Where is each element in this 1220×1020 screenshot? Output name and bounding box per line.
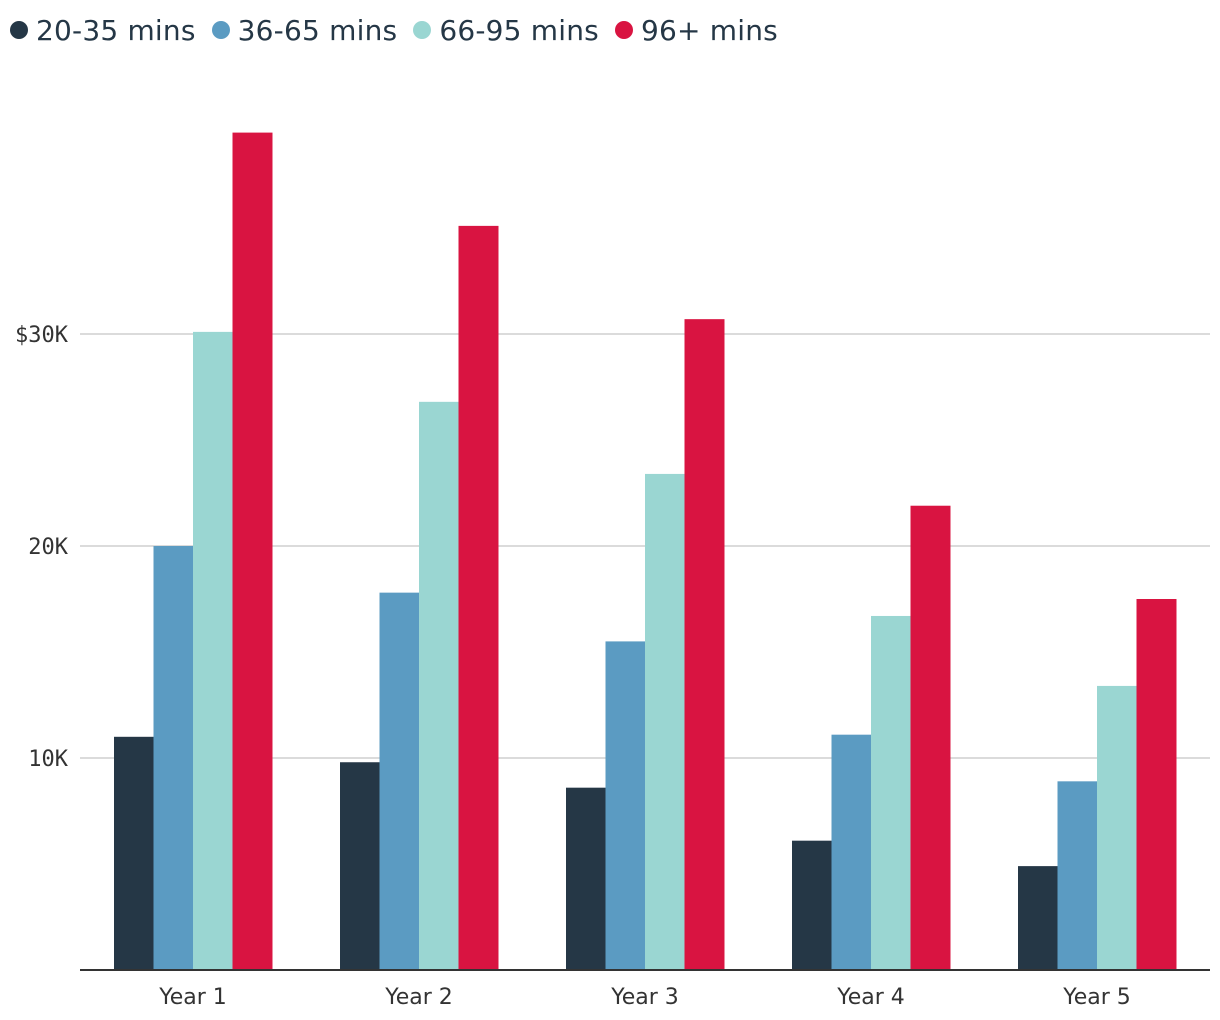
x-tick-label: Year 5	[1062, 985, 1131, 1010]
bar-year-4-96-mins	[910, 505, 951, 970]
x-tick-label: Year 2	[384, 985, 453, 1010]
legend-item-66-95-mins: 66-95 mins	[413, 14, 599, 47]
bar-year-5-96-mins	[1136, 599, 1177, 970]
bar-year-3-96-mins	[684, 319, 725, 970]
x-tick-label: Year 4	[836, 985, 905, 1010]
legend-label: 66-95 mins	[439, 13, 599, 47]
bar-year-1-20-35-mins	[114, 736, 154, 970]
bar-year-2-96-mins	[458, 225, 499, 970]
bar-year-4-20-35-mins	[792, 840, 832, 970]
bar-year-5-20-35-mins	[1018, 866, 1058, 970]
bar-year-3-20-35-mins	[566, 787, 606, 970]
legend-label: 36-65 mins	[237, 13, 398, 47]
bar-year-1-36-65-mins	[153, 546, 194, 970]
legend-swatch	[211, 21, 230, 39]
y-tick-label: $30K	[15, 323, 69, 348]
legend-swatch	[10, 21, 28, 39]
legend-label: 96+ mins	[640, 13, 778, 47]
bar-year-5-66-95-mins	[1097, 685, 1137, 970]
bars	[114, 132, 1177, 971]
bar-year-2-36-65-mins	[379, 592, 420, 970]
legend-swatch	[413, 21, 432, 39]
chart-legend: 20-35 mins 36-65 mins 66-95 mins 96+ mins	[10, 10, 794, 50]
axis-labels: 10K 20K $30K Year 1 Year 2 Year 3 Year 4 Year 5	[15, 323, 1131, 1010]
legend-label: 20-35 mins	[36, 13, 196, 47]
bar-year-1-66-95-mins	[193, 331, 233, 970]
x-tick-label: Year 3	[610, 985, 679, 1010]
bar-year-3-66-95-mins	[645, 473, 685, 970]
bar-year-2-20-35-mins	[340, 762, 380, 970]
y-tick-label: 10K	[28, 747, 68, 772]
bar-year-2-66-95-mins	[419, 401, 459, 971]
bar-year-4-66-95-mins	[871, 615, 911, 970]
y-tick-label: 20K	[28, 535, 68, 560]
bar-year-3-36-65-mins	[605, 641, 646, 970]
bar-year-1-96-mins	[232, 132, 273, 971]
bar-year-4-36-65-mins	[831, 734, 872, 970]
legend-item-36-65-mins: 36-65 mins	[211, 13, 398, 47]
bar-year-5-36-65-mins	[1057, 781, 1098, 970]
legend-item-96-mins: 96+ mins	[614, 13, 778, 47]
x-tick-label: Year 1	[158, 985, 227, 1010]
legend-item-20-35-mins: 20-35 mins	[10, 14, 196, 47]
legend-swatch	[614, 21, 633, 39]
